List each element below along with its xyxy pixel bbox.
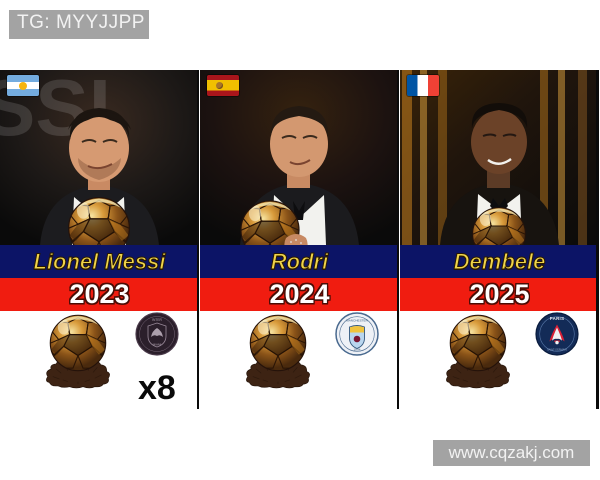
svg-text:MIAMI: MIAMI: [153, 343, 162, 347]
svg-text:INTER: INTER: [152, 318, 163, 322]
svg-text:PARIS: PARIS: [550, 316, 565, 321]
svg-text:MANCHESTER: MANCHESTER: [346, 319, 368, 323]
svg-text:1894: 1894: [354, 348, 361, 352]
svg-text:SAINT-GERMAIN: SAINT-GERMAIN: [547, 348, 567, 351]
